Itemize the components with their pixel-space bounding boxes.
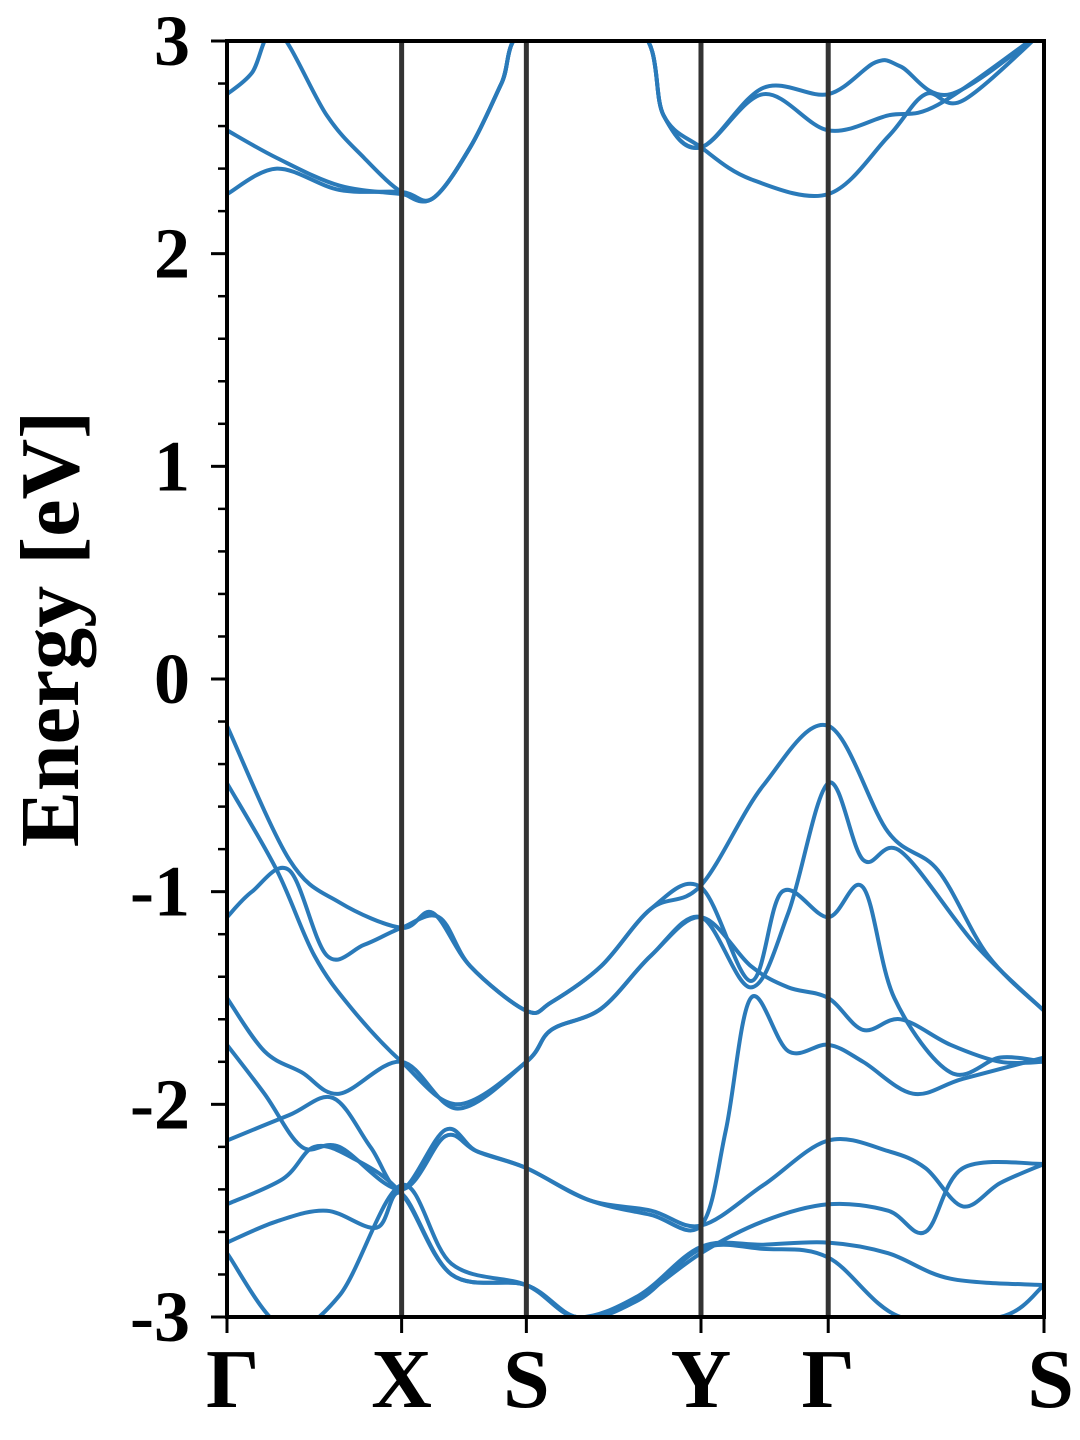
x-tick-label: Y: [671, 1333, 732, 1426]
band-lines: [227, 41, 1044, 1317]
x-tick-label: S: [1027, 1333, 1074, 1426]
band-line-6: [227, 1094, 1044, 1229]
y-tick-label: -3: [130, 1277, 190, 1357]
y-tick-label: 0: [154, 639, 190, 719]
x-tick-label: Γ: [801, 1333, 854, 1426]
band-line-7: [227, 1143, 1044, 1317]
band-line-3: [227, 865, 1044, 1077]
band-line-2: [227, 780, 1044, 1107]
y-tick-label: -1: [130, 852, 190, 932]
y-tick-label: 3: [154, 1, 190, 81]
y-axis-ticks: -3 -2 -1 0 1 2 3: [130, 1, 227, 1357]
plot-frame: [225, 39, 1046, 1319]
y-tick-label: 1: [154, 426, 190, 506]
x-tick-label: Γ: [206, 1333, 259, 1426]
kpoint-lines: [399, 41, 831, 1317]
band-line-5: [227, 994, 1044, 1233]
band-line-8: [227, 1190, 1044, 1317]
y-tick-label: -2: [130, 1064, 190, 1144]
band-line-11: [227, 41, 1033, 204]
x-tick-label: S: [503, 1333, 550, 1426]
y-axis-label: Energy [eV]: [4, 411, 97, 847]
band-line-12: [227, 41, 1034, 204]
y-tick-label: 2: [154, 214, 190, 294]
x-tick-label: X: [371, 1333, 432, 1426]
band-line-4: [227, 915, 1044, 1111]
